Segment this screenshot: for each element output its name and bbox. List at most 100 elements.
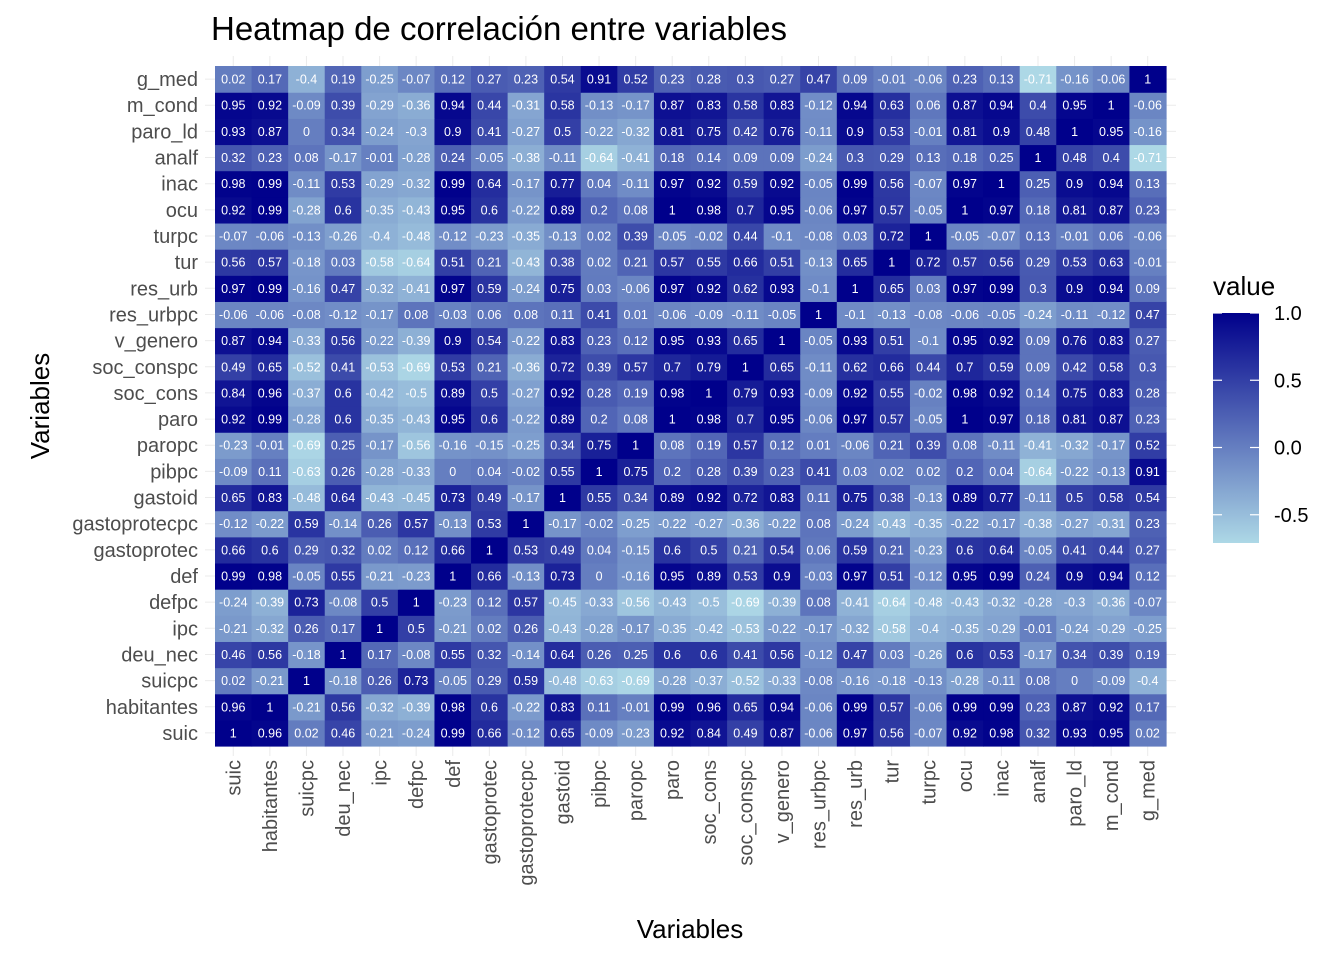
cell-value-label: -0.05 [658, 230, 687, 244]
cell-value-label: 0.24 [1026, 570, 1050, 584]
heatmap-cell [1092, 301, 1131, 329]
cell-value-label: 0.99 [953, 700, 977, 714]
heatmap-cell [251, 144, 289, 172]
heatmap-cell [1129, 615, 1167, 642]
cell-value-label: -0.69 [292, 439, 321, 453]
cell-value-label: 0.5 [554, 125, 571, 139]
cell-value-label: 0.53 [989, 648, 1013, 662]
heatmap-cell [617, 406, 655, 433]
heatmap-cell [1056, 484, 1094, 512]
cell-value-label: 0.6 [261, 543, 278, 557]
cell-value-label: 0.41 [477, 125, 501, 139]
cell-value-label: 0.87 [221, 334, 245, 348]
cell-value-label: 0.58 [1099, 360, 1123, 374]
heatmap-cell [361, 379, 399, 407]
heatmap-cell [836, 484, 874, 512]
x-tick-label: m_cond [1101, 760, 1123, 831]
heatmap-cell [873, 249, 911, 276]
cell-value-label: -0.22 [951, 517, 980, 531]
cell-value-label: -0.64 [1024, 465, 1053, 479]
cell-value-label: 0.09 [770, 151, 794, 165]
x-tick-label: suicpc [296, 760, 318, 817]
heatmap-cell [471, 170, 509, 198]
heatmap-cell [836, 562, 874, 590]
cell-value-label: 0.46 [221, 648, 245, 662]
cell-value-label: 0.02 [587, 256, 611, 270]
heatmap-cell [1056, 118, 1094, 146]
heatmap-cell [1129, 484, 1167, 512]
cell-value-label: 1 [888, 256, 895, 270]
cell-value-label: -0.43 [951, 596, 980, 610]
heatmap-cell [471, 458, 509, 486]
heatmap-cell [324, 719, 362, 747]
heatmap-cell [251, 196, 289, 224]
heatmap-cell [580, 327, 618, 355]
cell-value-label: 0.53 [1062, 256, 1086, 270]
heatmap-cell [653, 432, 692, 459]
cell-value-label: 0.09 [1026, 360, 1050, 374]
cell-value-label: 0.11 [258, 465, 281, 479]
cell-value-label: 0.98 [660, 386, 684, 400]
cell-value-label: 0.39 [331, 99, 355, 113]
cell-value-label: -0.28 [292, 413, 321, 427]
heatmap-cell [1129, 432, 1167, 459]
heatmap-cell [1019, 667, 1057, 695]
cell-value-label: 0.44 [1099, 543, 1123, 557]
cell-value-label: -0.22 [658, 517, 687, 531]
heatmap-cell [983, 92, 1021, 119]
cell-value-label: -0.63 [292, 465, 321, 479]
cell-value-label: -0.07 [987, 230, 1016, 244]
heatmap-cell [617, 222, 655, 250]
cell-value-label: -0.71 [1133, 151, 1162, 165]
cell-value-label: 0.06 [1099, 230, 1123, 244]
cell-value-label: 0.77 [550, 177, 574, 191]
cell-value-label: 0.87 [1099, 203, 1123, 217]
heatmap-cell [580, 562, 618, 590]
cell-value-label: -0.06 [1133, 230, 1162, 244]
heatmap-cell [873, 693, 911, 721]
heatmap-cell [690, 144, 728, 172]
heatmap-cell [1092, 92, 1131, 119]
heatmap-cell [800, 92, 838, 119]
heatmap-cell [471, 510, 509, 538]
heatmap-cell [727, 432, 765, 459]
cell-value-label: 0.84 [697, 726, 721, 740]
cell-value-label: -0.52 [731, 674, 760, 688]
heatmap-cell [361, 301, 399, 329]
cell-value-label: 0.72 [916, 256, 940, 270]
cell-value-label: -0.39 [402, 334, 431, 348]
cell-value-label: -0.21 [365, 570, 394, 584]
cell-value-label: 0.3 [1139, 360, 1156, 374]
heatmap-cell [653, 249, 692, 276]
heatmap-cell [471, 66, 509, 93]
heatmap-cell [690, 222, 728, 250]
heatmap-cell [653, 615, 692, 642]
cell-value-label: -0.12 [804, 648, 833, 662]
heatmap-cell [909, 275, 948, 302]
heatmap-cell [909, 719, 948, 747]
y-tick-label: tur [175, 252, 199, 274]
heatmap-cell [727, 406, 765, 433]
heatmap-cell [653, 536, 692, 564]
heatmap-cell [361, 693, 399, 721]
heatmap-cell [507, 144, 545, 172]
heatmap-cell [1092, 196, 1131, 224]
heatmap-cell [544, 484, 582, 512]
heatmap-cell [617, 249, 655, 276]
cell-value-label: 0.2 [590, 203, 607, 217]
heatmap-cell [873, 327, 911, 355]
heatmap-cell [471, 222, 509, 250]
heatmap-cell [1129, 589, 1167, 616]
heatmap-cell [215, 222, 253, 250]
heatmap-cell [580, 118, 618, 146]
cell-value-label: 0.26 [367, 517, 391, 531]
cell-value-label: 0.96 [258, 726, 282, 740]
heatmap-cell [836, 406, 874, 433]
cell-value-label: 0.2 [956, 465, 973, 479]
heatmap-cell [1019, 327, 1057, 355]
heatmap-cell [763, 615, 801, 642]
heatmap-cell [690, 118, 728, 146]
cell-value-label: 0.3 [1029, 282, 1046, 296]
cell-value-label: 0.12 [623, 334, 647, 348]
heatmap-cell [397, 693, 436, 721]
